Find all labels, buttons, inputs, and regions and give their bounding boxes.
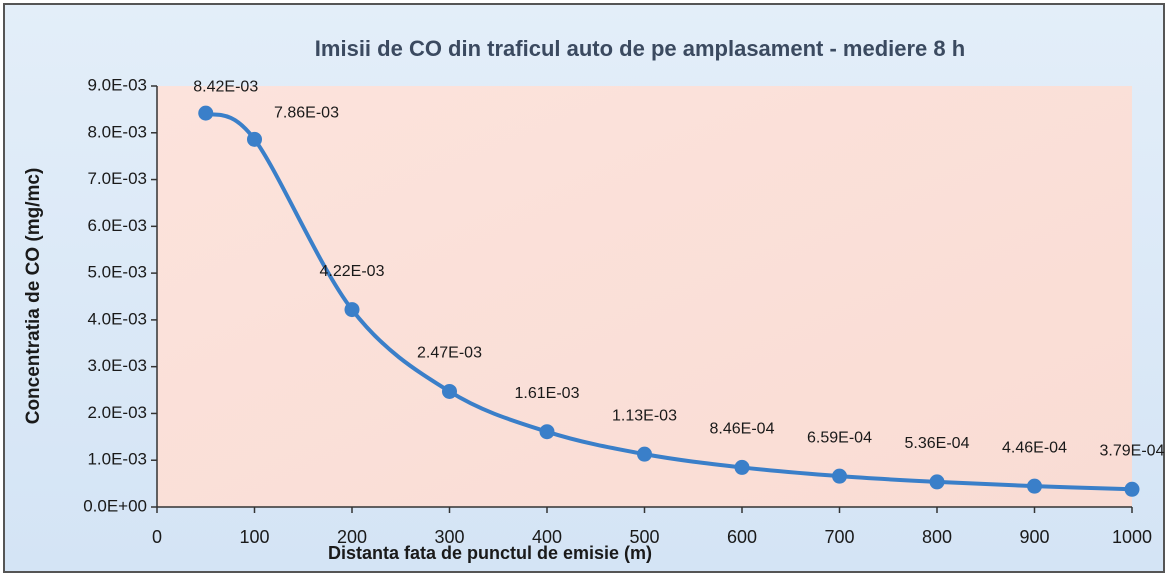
marker xyxy=(198,105,214,121)
x-tick-label: 800 xyxy=(922,527,952,547)
marker xyxy=(442,383,457,399)
x-axis-label: Distanta fata de punctul de emisie (m) xyxy=(328,543,652,563)
marker xyxy=(1124,481,1140,497)
x-tick-label: 900 xyxy=(1019,527,1049,547)
x-tick-label: 700 xyxy=(824,527,854,547)
data-label: 2.47E-03 xyxy=(417,345,482,362)
y-tick-label: 4.0E-03 xyxy=(87,309,147,328)
data-label: 3.79E-04 xyxy=(1100,442,1165,459)
x-tick-label: 500 xyxy=(629,527,659,547)
data-label: 5.36E-04 xyxy=(905,435,970,452)
x-tick-label: 400 xyxy=(532,527,562,547)
data-label: 4.22E-03 xyxy=(320,263,385,280)
line xyxy=(204,111,1133,492)
marker xyxy=(929,474,945,490)
data-label: 1.13E-03 xyxy=(612,407,677,424)
marker xyxy=(1027,478,1042,494)
chart-title: Imisii de CO din traficul auto de pe amp… xyxy=(315,36,965,61)
y-tick-label: 9.0E-03 xyxy=(87,75,147,94)
data-label: 6.59E-04 xyxy=(807,429,872,446)
y-tick-label: 8.0E-03 xyxy=(87,122,147,141)
marker xyxy=(344,302,360,318)
marker xyxy=(539,424,555,440)
x-tick-label: 1000 xyxy=(1112,527,1152,547)
x-tick-label: 0 xyxy=(152,527,162,547)
y-tick-label: 3.0E-03 xyxy=(87,356,147,375)
y-tick-label: 1.0E-03 xyxy=(87,450,147,469)
data-label: 7.86E-03 xyxy=(274,105,339,122)
plot-area xyxy=(157,86,1132,507)
y-tick-label: 5.0E-03 xyxy=(87,263,147,282)
marker xyxy=(637,446,652,462)
y-tick-label: 0.0E+00 xyxy=(83,496,147,515)
data-label: 8.46E-04 xyxy=(710,421,775,438)
data-label: 4.46E-04 xyxy=(1002,439,1067,456)
y-axis-label: Concentratia de CO (mg/mc) xyxy=(23,168,44,425)
data-label: 8.42E-03 xyxy=(193,78,258,95)
y-tick-label: 7.0E-03 xyxy=(87,169,147,188)
data-label: 1.61E-03 xyxy=(515,385,580,402)
x-tick-label: 100 xyxy=(239,527,269,547)
marker xyxy=(734,459,750,475)
marker xyxy=(832,468,847,484)
y-tick-label: 2.0E-03 xyxy=(87,403,147,422)
x-tick-label: 200 xyxy=(337,527,367,547)
y-tick-label: 6.0E-03 xyxy=(87,216,147,235)
x-tick-label: 300 xyxy=(434,527,464,547)
x-tick-label: 600 xyxy=(727,527,757,547)
marker xyxy=(247,131,262,147)
